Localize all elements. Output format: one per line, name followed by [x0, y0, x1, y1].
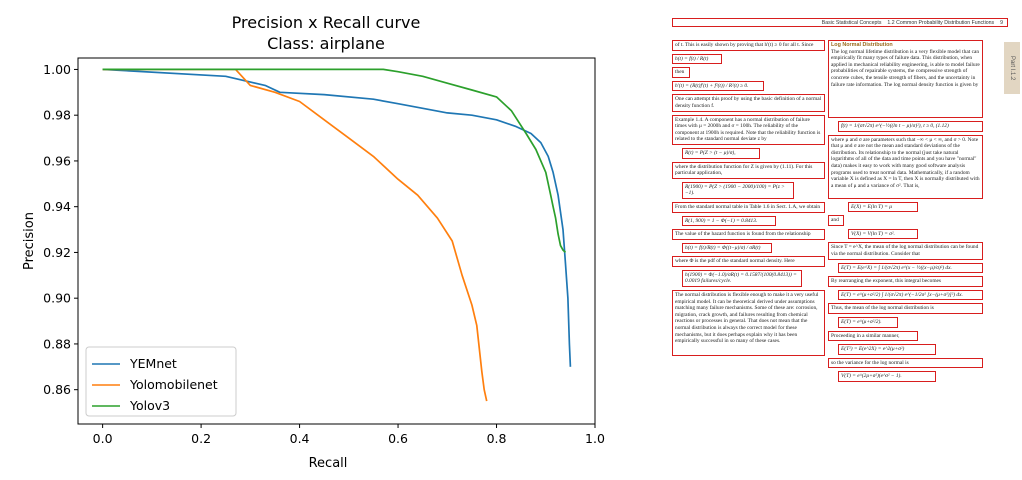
doc-block: The normal distribution is flexible enou… [672, 290, 825, 357]
doc-block: where the distribution function for Z is… [672, 161, 825, 179]
doc-block: where Φ is the pdf of the standard norma… [672, 256, 825, 267]
doc-equation: E(X) = E(ln T) = μ [848, 201, 918, 213]
x-axis: 0.0 0.2 0.4 0.6 0.8 1.0 [93, 424, 605, 446]
doc-equation: h(1900) = Φ(−1.0)/σR(t) = 0.1587/(100(0.… [682, 269, 802, 288]
doc-block: By rearranging the exponent, this integr… [828, 276, 983, 287]
x-tick-label: 0.0 [93, 431, 113, 446]
chart-subtitle: Class: airplane [267, 34, 385, 53]
doc-equation: R(1900) = P(Z > (1900 − 2000)/100) = P(z… [682, 181, 794, 199]
legend: YEMnet Yolomobilenet Yolov3 [85, 346, 237, 417]
doc-equation: E(T²) = E(e^2X) = e^2(μ+σ²) [838, 344, 936, 355]
doc-side-tab-label: Part I.1.2 [1009, 55, 1015, 81]
doc-equation: R(t) = P(Z > (t − μ)/σ), [682, 147, 760, 159]
doc-header-subsection: 1.2 Common Probability Distribution Func… [887, 19, 995, 26]
x-axis-label: Recall [309, 456, 348, 471]
legend-label-yemnet: YEMnet [129, 356, 177, 371]
doc-heading: Log Normal Distribution [831, 42, 893, 48]
doc-block: then [672, 67, 690, 78]
doc-block: Thus, the mean of the log normal distrib… [828, 303, 983, 314]
y-tick-label: 0.94 [43, 199, 71, 214]
doc-equation: E(T) = e^(μ+σ²/2) ∫ 1/(σ√2π) e^(−1/2σ² [… [838, 289, 983, 301]
y-axis-label: Precision [22, 212, 37, 270]
y-tick-label: 0.98 [43, 108, 71, 123]
plot-frame [77, 57, 596, 425]
chart-title: Precision x Recall curve [232, 13, 421, 32]
doc-block: From the standard normal table in Table … [672, 201, 825, 213]
x-tick-label: 0.6 [388, 431, 408, 446]
doc-block: and [828, 215, 844, 226]
x-tick-label: 0.4 [290, 431, 310, 446]
doc-left-column: of t. This is easily shown by proving th… [672, 40, 825, 359]
y-tick-label: 0.90 [43, 291, 71, 306]
doc-equation: V(T) = e^(2μ+σ²)(e^σ² − 1). [838, 371, 936, 382]
doc-example-block: Example 1.4. A component has a normal di… [672, 114, 825, 145]
doc-block: One can attempt this proof by using the … [672, 94, 825, 112]
doc-equation: V(X) = V(ln T) = σ². [848, 228, 918, 240]
y-tick-label: 0.92 [43, 245, 71, 260]
doc-side-tab: Part I.1.2 [1004, 42, 1020, 94]
doc-header-section: Basic Statistical Concepts [821, 19, 882, 26]
doc-block: where μ and σ are parameters such that −… [828, 134, 983, 199]
y-tick-label: 0.88 [43, 336, 71, 351]
doc-equation: R(1, 900) = 1 − Φ(−1) = 0.8413. [682, 215, 776, 227]
doc-right-column: Log Normal Distribution The log normal l… [828, 40, 983, 385]
doc-equation: E(T) = e^(μ+σ²/2). [838, 316, 898, 328]
doc-equation: E(T) = E(e^X) = ∫ 1/(σ√2π) e^(x − ½((x−μ… [838, 262, 983, 274]
series-line-yemnet [102, 68, 572, 367]
legend-box [85, 346, 237, 417]
y-tick-label: 1.00 [43, 62, 71, 77]
doc-block: Proceeding in a similar manner, [828, 330, 918, 342]
precision-recall-chart: Precision x Recall curve Class: airplane… [22, 13, 605, 471]
doc-paragraph: The log normal lifetime distribution is … [831, 48, 980, 88]
legend-label-yolomobilenet: Yolomobilenet [129, 377, 218, 392]
legend-label-yolov3: Yolov3 [129, 398, 170, 413]
y-tick-label: 0.96 [43, 153, 71, 168]
document-page-preview: Basic Statistical Concepts 1.2 Common Pr… [666, 0, 1022, 480]
series-line-yolov3 [102, 68, 567, 254]
doc-block: of t. This is easily shown by proving th… [672, 40, 825, 51]
series-lines [102, 68, 572, 402]
x-tick-label: 0.2 [191, 431, 211, 446]
series-line-yolomobilenet [102, 68, 488, 402]
y-tick-label: 0.86 [43, 382, 71, 397]
doc-equation: h'(t) = (R(t)f'(t) + f²(t)) / R²(t) ≥ 0. [672, 80, 764, 92]
doc-header-page: 9 [1000, 19, 1003, 26]
y-axis: 0.86 0.88 0.90 0.92 0.94 0.96 0.98 1.00 [43, 62, 78, 397]
doc-block: The value of the hazard function is foun… [672, 229, 825, 240]
doc-block: Since T = e^X, the mean of the log norma… [828, 242, 983, 260]
x-tick-label: 1.0 [585, 431, 605, 446]
doc-block: Log Normal Distribution The log normal l… [828, 40, 983, 118]
x-tick-label: 0.8 [487, 431, 507, 446]
doc-equation: h(t) = f(t) / R(t) [672, 53, 722, 65]
doc-block: so the variance for the log normal is [828, 357, 983, 369]
doc-header: Basic Statistical Concepts 1.2 Common Pr… [672, 18, 1008, 27]
doc-equation: f(t) = 1/(σt√2π) e^(−½((ln t − μ)/σ)²), … [838, 121, 983, 132]
doc-equation: h(t) = f(t)/R(t) = Φ((t−μ)/σ) / σR(t) [682, 242, 772, 254]
